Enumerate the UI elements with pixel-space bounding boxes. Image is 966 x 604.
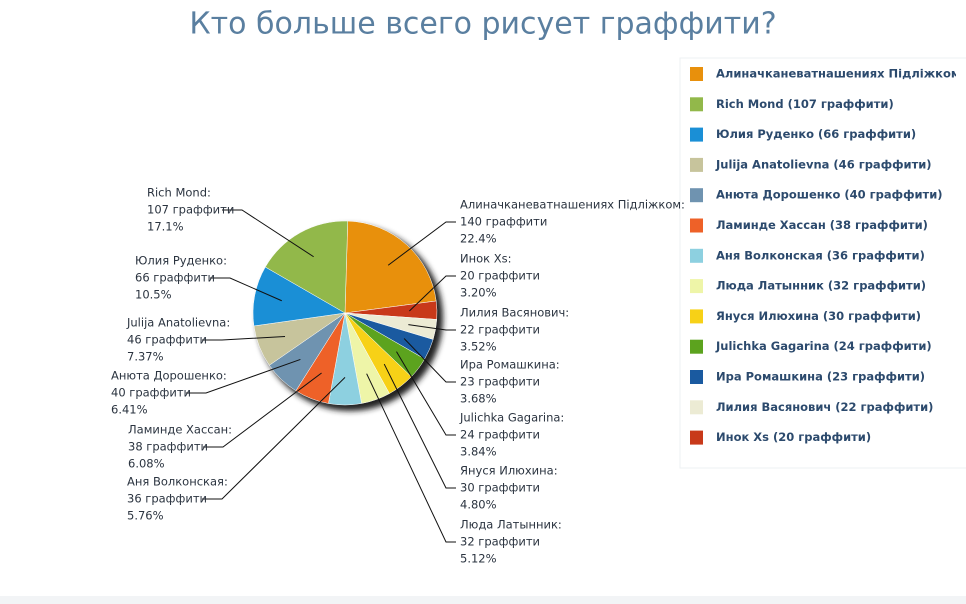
legend-box bbox=[679, 57, 966, 469]
legend-swatch bbox=[690, 430, 703, 445]
leader-line bbox=[202, 335, 286, 341]
legend-label: Лилия Васянович (22 граффити) bbox=[716, 400, 933, 414]
legend-swatch bbox=[690, 127, 703, 142]
legend-label: Януся Илюхина (30 граффити) bbox=[716, 309, 921, 323]
data-label: 6.08% bbox=[128, 457, 165, 471]
data-label: 6.41% bbox=[111, 403, 148, 417]
legend: Алиначканеватнашениях Підліжком (140 гра… bbox=[690, 67, 966, 445]
data-label: Люда Латынник: bbox=[460, 518, 562, 532]
leader-line bbox=[387, 221, 456, 266]
legend-swatch bbox=[690, 400, 703, 415]
legend-label: Julija Anatolievna (46 граффити) bbox=[715, 157, 932, 171]
data-label: 3.52% bbox=[460, 340, 497, 354]
data-label: 107 граффити bbox=[147, 203, 234, 217]
legend-label: Люда Латынник (32 граффити) bbox=[716, 279, 926, 293]
data-label: 22 граффити bbox=[460, 323, 540, 337]
data-label: Ира Ромашкина: bbox=[460, 358, 560, 372]
data-label: Юлия Руденко: bbox=[135, 254, 227, 268]
legend-swatch bbox=[690, 279, 703, 294]
data-label: Алиначканеватнашениях Підліжком: bbox=[460, 198, 685, 212]
data-label: 10.5% bbox=[135, 288, 172, 302]
data-label: 46 граффити bbox=[127, 333, 207, 347]
data-label: 22.4% bbox=[460, 232, 497, 246]
leader-line bbox=[202, 377, 346, 500]
legend-label: Ира Ромашкина (23 граффити) bbox=[716, 370, 925, 384]
leader-line bbox=[409, 275, 456, 312]
legend-swatch bbox=[690, 97, 703, 112]
data-label: 30 граффити bbox=[460, 481, 540, 495]
data-label: 24 граффити bbox=[460, 428, 540, 442]
pie bbox=[252, 220, 438, 406]
data-label: Инок Xs: bbox=[460, 252, 512, 266]
legend-label: Ламинде Хассан (38 граффити) bbox=[716, 218, 928, 232]
legend-swatch bbox=[690, 157, 703, 172]
legend-label: Алиначканеватнашениях Підліжком (140 гра… bbox=[716, 67, 966, 81]
data-label: Лилия Васянович: bbox=[460, 306, 569, 320]
data-label: Януся Илюхина: bbox=[460, 464, 558, 478]
legend-swatch bbox=[690, 309, 703, 324]
data-label: 40 граффити bbox=[111, 386, 191, 400]
data-label: 5.76% bbox=[127, 509, 164, 523]
data-label: 32 граффити bbox=[460, 535, 540, 549]
footer-strip bbox=[0, 596, 966, 604]
legend-label: Rich Mond (107 граффити) bbox=[716, 97, 894, 111]
data-label: 66 граффити bbox=[135, 271, 215, 285]
leader-line bbox=[396, 351, 456, 436]
data-label: Анюта Дорошенко: bbox=[111, 369, 227, 383]
leader-line bbox=[210, 277, 282, 302]
data-label: 140 граффити bbox=[460, 215, 547, 229]
legend-swatch bbox=[690, 370, 703, 384]
leader-line bbox=[403, 338, 456, 383]
data-label: 3.68% bbox=[460, 392, 497, 406]
legend-swatch bbox=[690, 248, 703, 263]
data-label: 7.37% bbox=[127, 350, 164, 364]
pie-slice bbox=[264, 220, 349, 314]
leader-line bbox=[222, 209, 314, 258]
data-label: 4.80% bbox=[460, 498, 497, 512]
leader-line bbox=[408, 324, 456, 331]
leader-line bbox=[186, 358, 301, 394]
data-label: 20 граффити bbox=[460, 269, 540, 283]
data-label: Julija Anatolievna: bbox=[126, 316, 230, 330]
data-labels: Алиначканеватнашениях Підліжком: 140 граф… bbox=[111, 186, 685, 566]
data-label: Julichka Gagarina: bbox=[459, 411, 564, 425]
data-label: 23 граффити bbox=[460, 375, 540, 389]
chart-title: Кто больше всего рисует граффити? bbox=[189, 7, 776, 42]
legend-label: Аня Волконская (36 граффити) bbox=[716, 248, 925, 262]
pie-slice bbox=[344, 220, 437, 314]
legend-label: Инок Xs (20 граффити) bbox=[716, 430, 871, 444]
legend-swatch bbox=[690, 188, 703, 203]
legend-label: Юлия Руденко (66 граффити) bbox=[716, 127, 916, 141]
leader-line bbox=[203, 372, 322, 448]
data-label: 36 граффити bbox=[127, 492, 207, 506]
data-label: Аня Волконская: bbox=[127, 475, 228, 489]
data-label: 17.1% bbox=[147, 220, 184, 234]
data-label: 3.20% bbox=[460, 286, 497, 300]
data-label: Ламинде Хассан: bbox=[128, 423, 232, 437]
data-label: Rich Mond: bbox=[147, 186, 211, 200]
leader-line bbox=[366, 373, 456, 543]
legend-swatch bbox=[690, 67, 703, 81]
legend-label: Анюта Дорошенко (40 граффити) bbox=[716, 188, 943, 202]
data-label: 5.12% bbox=[460, 552, 497, 566]
legend-label: Julichka Gagarina (24 граффити) bbox=[715, 339, 932, 353]
legend-swatch bbox=[690, 218, 703, 233]
legend-swatch bbox=[690, 339, 703, 354]
leader-line bbox=[383, 363, 456, 489]
data-label: 3.84% bbox=[460, 445, 497, 459]
data-label: 38 граффити bbox=[128, 440, 208, 454]
